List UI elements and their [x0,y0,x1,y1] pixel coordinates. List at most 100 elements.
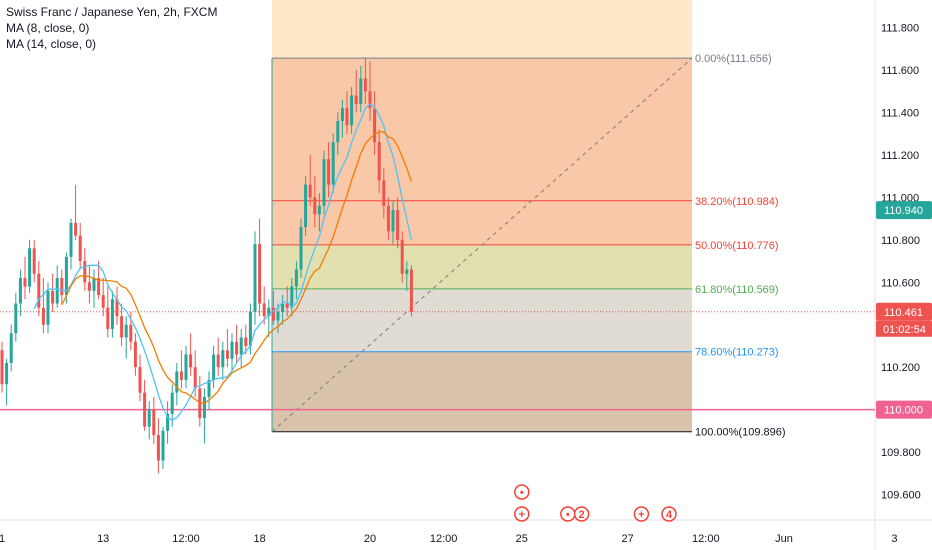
fib-level-label-4: 78.60%(110.273) [695,347,779,359]
y-tick-label: 110.800 [881,235,920,247]
candle-body [170,392,174,414]
fib-zone-0 [272,0,692,59]
legend-ma-slow[interactable]: MA (14, close, 0) [6,37,97,51]
candle [184,345,188,389]
candle [258,218,262,317]
candle-body [276,312,280,321]
candlestick-series [0,57,413,474]
price-label-2: 110.000 [884,405,923,417]
candle-body [235,341,239,355]
event-circle[interactable] [514,506,530,522]
candle-body [124,324,128,338]
candle-body [400,239,404,274]
candle [350,87,354,134]
candle [354,70,358,113]
candle-body [377,142,381,181]
y-tick-label: 110.200 [881,362,920,374]
time-axis[interactable]: 1 13 12:00 18 20 12:00 25 27 12:00 Jun 3 [0,533,897,545]
candle-body [0,350,4,385]
candle-body [248,312,252,346]
candle-body [5,362,9,385]
candle [55,265,59,308]
candle-body [37,273,41,308]
y-tick-label: 110.600 [881,277,920,289]
candle-body [368,91,372,109]
candle-body [64,256,68,296]
candle-body [322,159,326,206]
candle-body [166,413,170,431]
candle [336,112,340,155]
x-tick-label: 20 [364,533,376,545]
candle-body [60,278,64,296]
event-marker[interactable]: 4 [661,506,677,522]
candle [308,154,312,206]
legend-ma-fast[interactable]: MA (8, close, 0) [6,21,90,35]
candle-body [405,269,409,274]
price-label-bg-0 [876,201,932,220]
candle [83,248,87,291]
candle [239,328,243,368]
event-circle[interactable] [514,484,530,500]
candle-body [253,244,257,312]
candle-body [175,371,179,393]
event-marker[interactable]: • [514,484,530,500]
candle [14,292,18,342]
candle-body [138,367,142,393]
candle [299,218,303,279]
event-symbol: 4 [666,509,673,521]
candle [317,193,321,232]
candle [294,261,298,300]
event-marker[interactable]: + [514,506,530,522]
candle [32,239,36,283]
candle-body [202,396,206,419]
event-circle[interactable] [573,506,590,522]
chart-legend: Swiss Franc / Japanese Yen, 2h, FXCM MA … [6,4,217,52]
candle [396,197,400,249]
fib-level-label-0: 0.00%(111.656) [695,53,772,65]
fib-level-label-1: 38.20%(110.984) [695,196,779,208]
candle-body [363,78,367,92]
candle-body [262,303,266,317]
candle [253,231,257,325]
candle [345,91,349,134]
candle [216,337,220,376]
candle-body [340,108,344,121]
event-symbol: 2 [579,509,585,521]
candle-body [143,392,147,427]
candle-body [299,227,303,270]
candle-body [239,337,243,355]
x-tick-label: 12:00 [430,533,458,545]
candle-body [294,269,298,287]
candle-body [409,269,413,312]
candle [18,269,22,317]
candle [271,290,275,325]
candle [115,286,119,325]
candle-body [281,303,285,312]
candle-body [308,184,312,198]
fib-trend-line [271,57,693,433]
candle [69,218,73,270]
candle-body [9,333,13,363]
event-marker[interactable]: + [633,506,650,522]
candle [225,328,229,368]
event-circle[interactable] [661,506,677,522]
candle [46,282,50,334]
economic-events[interactable]: • + • 2 +4 [514,484,677,522]
candle [304,176,308,236]
candle [267,299,271,338]
event-marker[interactable]: 2 [573,506,590,522]
event-marker[interactable]: • [560,506,576,522]
candle [143,379,147,431]
x-tick-label: 1 [0,533,5,545]
candle-body [51,290,55,304]
candle [175,362,179,406]
event-circle[interactable] [633,506,650,522]
fib-level-label-3: 61.80%(110.569) [695,284,779,296]
price-label-bg-2 [876,400,932,419]
candle [382,167,386,219]
candle [327,142,331,198]
candle-body [221,350,225,368]
candle [409,265,413,317]
price-axis[interactable]: 109.600109.800110.000110.200110.400110.6… [876,23,932,502]
